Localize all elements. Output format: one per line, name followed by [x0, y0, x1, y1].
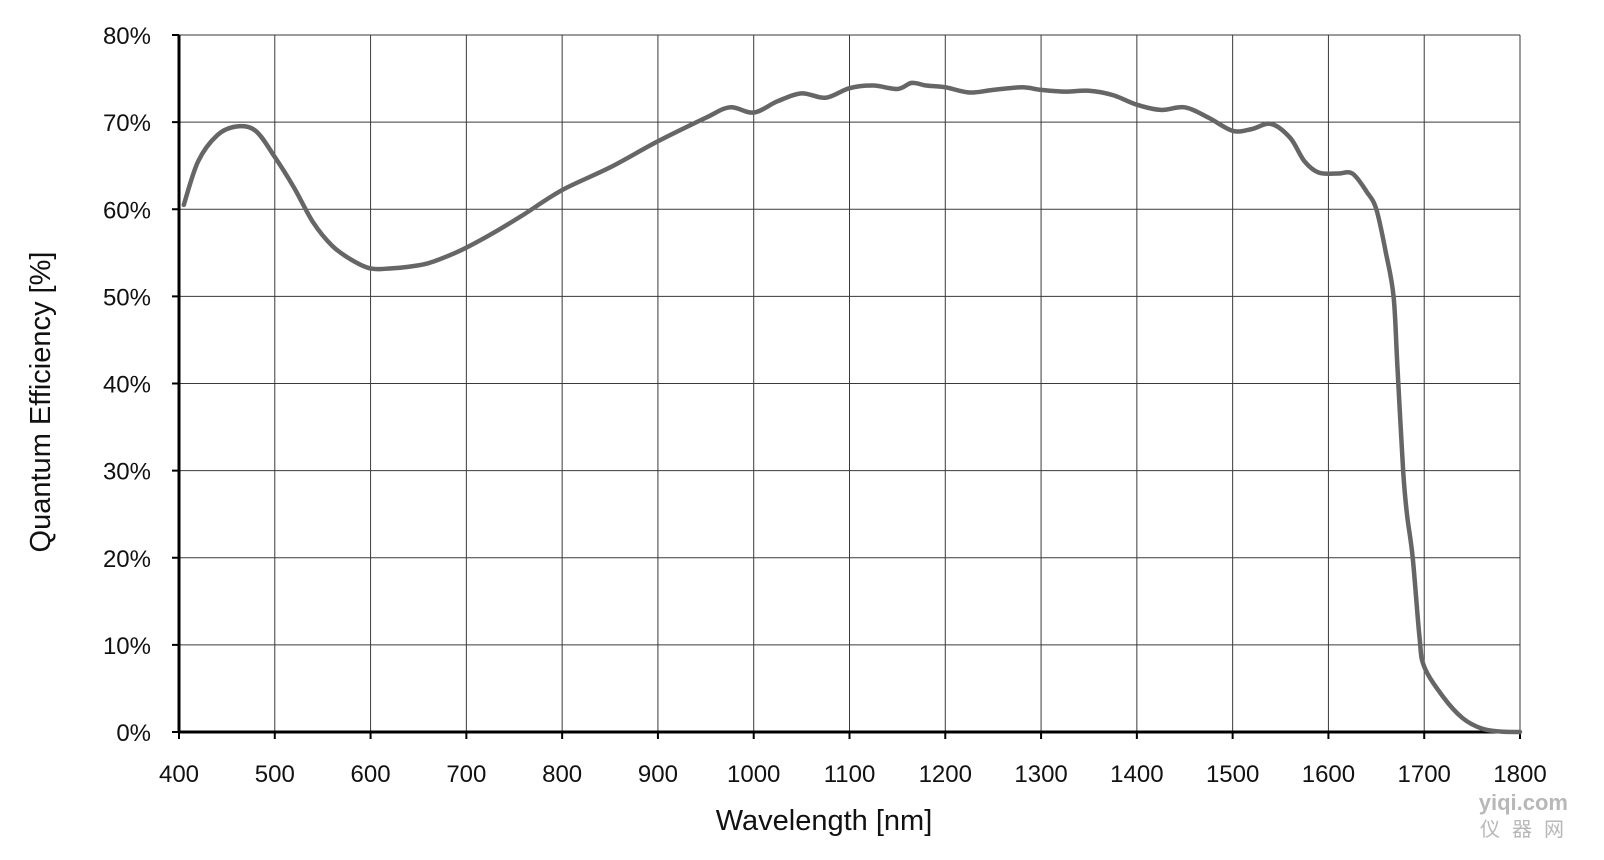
y-tick-label-2: 20%: [103, 546, 151, 573]
x-tick-label-1600: 1600: [1302, 761, 1355, 788]
watermark-site: yiqi.com: [1479, 790, 1568, 815]
x-tick-label-700: 700: [446, 761, 486, 788]
y-tick-labels: 0% 10% 20% 30% 40% 50% 60% 70% 80%: [103, 23, 151, 747]
y-tick-label-3: 30%: [103, 459, 151, 486]
x-tick-label-1700: 1700: [1398, 761, 1451, 788]
x-tick-label-1300: 1300: [1014, 761, 1067, 788]
x-tick-label-500: 500: [255, 761, 295, 788]
x-tick-label-1500: 1500: [1206, 761, 1259, 788]
series-line-0: [181, 80, 1523, 735]
x-tick-label-1200: 1200: [919, 761, 972, 788]
x-tick-label-1100: 1100: [824, 761, 876, 788]
y-tick-label-8: 80%: [103, 23, 151, 50]
x-tick-label-900: 900: [638, 761, 678, 788]
y-tick-label-7: 70%: [103, 110, 151, 137]
x-tick-labels: 400 500 600 700 800 900 1000 1100 1200 1300 1400 15…: [159, 761, 1547, 788]
axes: [172, 34, 1521, 739]
y-tick-label-5: 50%: [103, 284, 151, 311]
y-tick-label-6: 60%: [103, 197, 151, 224]
y-axis-title: Quantum Efficiency [%]: [25, 252, 57, 553]
x-tick-label-400: 400: [159, 761, 199, 788]
x-tick-label-1000: 1000: [727, 761, 780, 788]
y-tick-label-1: 10%: [103, 633, 151, 660]
y-tick-label-4: 40%: [103, 372, 151, 399]
watermark-cn: 仪器网: [1480, 817, 1576, 841]
grid-lines: [179, 34, 1521, 732]
x-axis-title: Wavelength [nm]: [716, 805, 933, 837]
x-tick-label-800: 800: [542, 761, 582, 788]
x-tick-label-1800: 1800: [1493, 761, 1546, 788]
x-tick-label-1400: 1400: [1110, 761, 1163, 788]
y-tick-label-0: 0%: [116, 720, 151, 747]
x-tick-label-600: 600: [351, 761, 391, 788]
series-group: [181, 80, 1523, 735]
